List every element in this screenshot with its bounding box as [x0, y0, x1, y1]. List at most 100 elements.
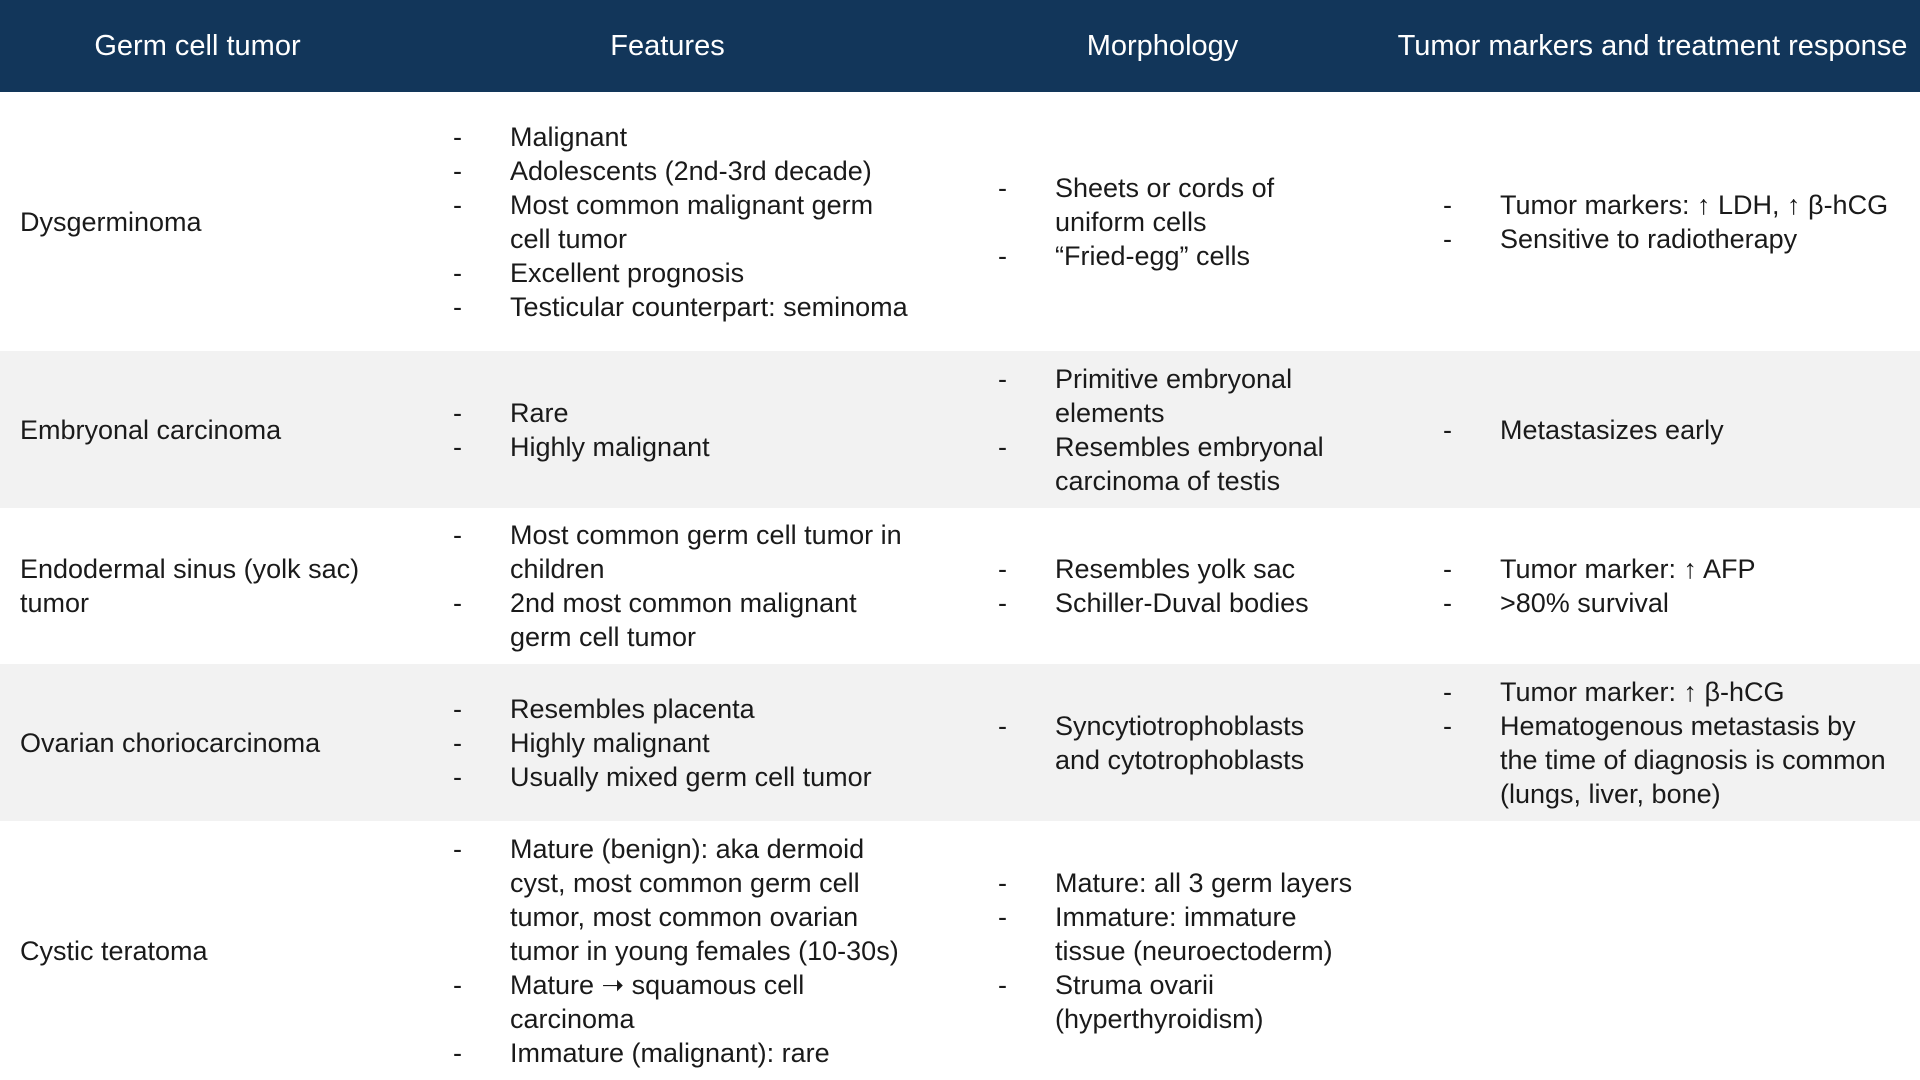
tumor-name: Endodermal sinus (yolk sac) tumor	[20, 554, 360, 618]
bullet-dash: -	[998, 172, 1007, 203]
bullet-dash: -	[998, 867, 1007, 898]
features-list: - Mature (benign): aka dermoid cyst, most…	[395, 832, 940, 1070]
bullet-dash: -	[453, 693, 462, 724]
list-item: - Resembles placenta	[395, 692, 940, 726]
header-germ-cell-tumor: Germ cell tumor	[94, 30, 301, 62]
bullet-dash: -	[453, 1037, 462, 1068]
table-row: Endodermal sinus (yolk sac) tumor - Most …	[0, 508, 1920, 664]
bullet-dash: -	[453, 727, 462, 758]
bullet-dash: -	[1443, 710, 1452, 741]
markers-cell: - Tumor markers: ↑ LDH, ↑ β-hCG - Sensitive…	[1385, 188, 1920, 256]
list-item-text: Metastasizes early	[1500, 414, 1724, 445]
list-item: - Resembles embryonal carcinoma of testis	[940, 430, 1385, 498]
features-list: - Malignant - Adolescents (2nd-3rd decade) -…	[395, 120, 940, 324]
list-item: - Mature ➝ squamous cell carcinoma	[395, 968, 940, 1036]
morphology-cell: - Primitive embryonal elements - Resembles …	[940, 362, 1385, 498]
morphology-list: - Sheets or cords of uniform cells - “Fried…	[940, 171, 1385, 273]
list-item: - Resembles yolk sac	[940, 552, 1385, 586]
list-item-text: Excellent prognosis	[510, 257, 745, 288]
morphology-list: - Syncytiotrophoblasts and cytotrophoblas…	[940, 709, 1385, 777]
list-item: - Mature: all 3 germ layers	[940, 866, 1385, 900]
list-item: - Schiller-Duval bodies	[940, 586, 1385, 620]
list-item-text: “Fried-egg” cells	[1055, 240, 1251, 271]
list-item: - Most common malignant germ cell tumor	[395, 188, 940, 256]
table-row: Embryonal carcinoma - Rare - Highly maligna…	[0, 351, 1920, 508]
morphology-cell: - Resembles yolk sac - Schiller-Duval bodie…	[940, 552, 1385, 620]
list-item-text: Resembles placenta	[510, 693, 755, 724]
list-item-text: Testicular counterpart: seminoma	[510, 291, 908, 322]
table-row: Dysgerminoma - Malignant - Adolescents (2nd…	[0, 92, 1920, 351]
features-cell: - Resembles placenta - Highly malignant - Usu…	[395, 692, 940, 794]
list-item-text: Immature (malignant): rare	[510, 1037, 830, 1068]
list-item-text: Syncytiotrophoblasts and cytotrophoblast…	[1055, 710, 1305, 775]
list-item-text: Schiller-Duval bodies	[1055, 588, 1309, 618]
list-item: - Highly malignant	[395, 726, 940, 760]
list-item-text: Immature: immature tissue (neuroectoderm…	[1055, 901, 1333, 966]
bullet-dash: -	[453, 257, 462, 288]
bullet-dash: -	[453, 588, 462, 618]
list-item: - Syncytiotrophoblasts and cytotrophoblas…	[940, 709, 1385, 777]
features-list: - Most common germ cell tumor in children…	[395, 518, 940, 654]
list-item-text: Resembles yolk sac	[1055, 554, 1296, 584]
list-item: - Rare	[395, 396, 940, 430]
list-item-text: Resembles embryonal carcinoma of testis	[1055, 431, 1324, 496]
tumor-name: Ovarian choriocarcinoma	[20, 727, 321, 758]
list-item-text: Highly malignant	[510, 727, 710, 758]
list-item-text: >80% survival	[1500, 588, 1669, 618]
bullet-dash: -	[1443, 189, 1452, 220]
list-item-text: Hematogenous metastasis by the time of d…	[1500, 710, 1886, 809]
bullet-dash: -	[1443, 676, 1452, 707]
bullet-dash: -	[1443, 223, 1452, 254]
header-tumor-markers: Tumor markers and treatment response	[1397, 30, 1908, 62]
list-item-text: Struma ovarii (hyperthyroidism)	[1055, 969, 1264, 1034]
morphology-cell: - Syncytiotrophoblasts and cytotrophoblas…	[940, 709, 1385, 777]
markers-list: - Tumor markers: ↑ LDH, ↑ β-hCG - Sensitive…	[1385, 188, 1920, 256]
list-item: - Tumor markers: ↑ LDH, ↑ β-hCG	[1385, 188, 1920, 222]
list-item: - Immature: immature tissue (neuroectoder…	[940, 900, 1385, 968]
bullet-dash: -	[998, 554, 1007, 584]
list-item: - Most common germ cell tumor in children	[395, 518, 940, 586]
list-item: - Hematogenous metastasis by the time of …	[1385, 709, 1920, 811]
list-item-text: Tumor marker: ↑ β-hCG	[1500, 676, 1785, 707]
markers-cell: - Tumor marker: ↑ AFP - >80% survival	[1385, 552, 1920, 620]
list-item: - Usually mixed germ cell tumor	[395, 760, 940, 794]
features-cell: - Mature (benign): aka dermoid cyst, most…	[395, 832, 940, 1070]
tumor-name: Embryonal carcinoma	[20, 414, 282, 445]
bullet-dash: -	[998, 710, 1007, 741]
list-item: - Adolescents (2nd-3rd decade)	[395, 154, 940, 188]
morphology-list: - Resembles yolk sac - Schiller-Duval bodie…	[940, 552, 1385, 620]
bullet-dash: -	[453, 121, 462, 152]
bullet-dash: -	[453, 291, 462, 322]
list-item-text: Rare	[510, 397, 569, 428]
bullet-dash: -	[998, 240, 1007, 271]
bullet-dash: -	[1443, 588, 1452, 618]
list-item: - Metastasizes early	[1385, 413, 1920, 447]
list-item-text: Highly malignant	[510, 431, 710, 462]
morphology-cell: - Mature: all 3 germ layers - Immature: imm…	[940, 866, 1385, 1036]
list-item-text: 2nd most common malignant germ cell tumo…	[510, 588, 857, 652]
features-list: - Resembles placenta - Highly malignant - Usu…	[395, 692, 940, 794]
list-item-text: Mature (benign): aka dermoid cyst, most …	[510, 833, 899, 966]
bullet-dash: -	[453, 761, 462, 792]
features-cell: - Malignant - Adolescents (2nd-3rd decade) -…	[395, 120, 940, 324]
features-cell: - Most common germ cell tumor in children…	[395, 518, 940, 654]
list-item-text: Mature: all 3 germ layers	[1055, 867, 1353, 898]
list-item-text: Malignant	[510, 121, 628, 152]
list-item: - Immature (malignant): rare	[395, 1036, 940, 1070]
markers-list: - Metastasizes early	[1385, 413, 1920, 447]
morphology-list: - Mature: all 3 germ layers - Immature: imm…	[940, 866, 1385, 1036]
list-item: - Primitive embryonal elements	[940, 362, 1385, 430]
bullet-dash: -	[453, 520, 462, 550]
table-row: Cystic teratoma - Mature (benign): aka de…	[0, 821, 1920, 1080]
list-item: - Testicular counterpart: seminoma	[395, 290, 940, 324]
bullet-dash: -	[1443, 554, 1452, 584]
list-item-text: Usually mixed germ cell tumor	[510, 761, 872, 792]
table-header: Germ cell tumor Features Morphology Tumo…	[0, 0, 1920, 92]
bullet-dash: -	[453, 189, 462, 220]
list-item: - Mature (benign): aka dermoid cyst, most…	[395, 832, 940, 968]
list-item: - 2nd most common malignant germ cell tum…	[395, 586, 940, 654]
list-item-text: Primitive embryonal elements	[1055, 363, 1293, 428]
bullet-dash: -	[998, 431, 1007, 462]
list-item-text: Sheets or cords of uniform cells	[1055, 172, 1275, 237]
